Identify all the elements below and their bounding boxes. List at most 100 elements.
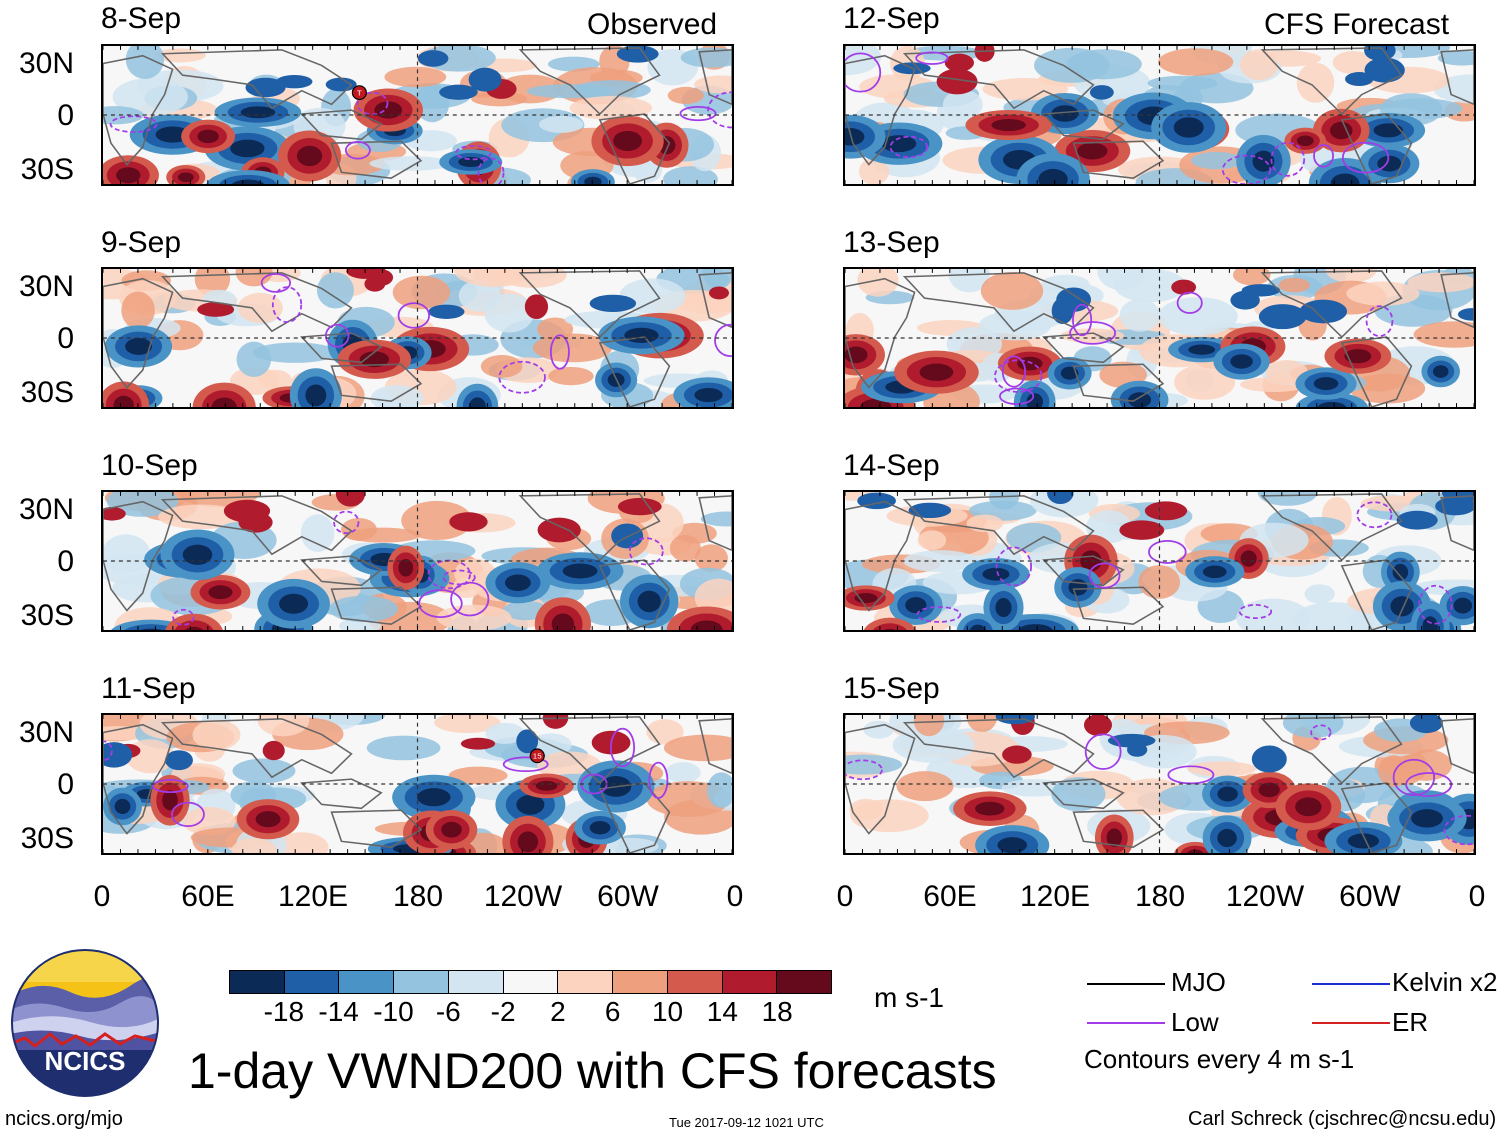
colorbar-swatch [284, 971, 340, 993]
lon-label-180: 180 [392, 880, 444, 913]
coastline [698, 718, 732, 775]
colorbar-tick-label: 6 [604, 996, 621, 1027]
colorbar-units: m s-1 [874, 982, 944, 1013]
low-contour [1167, 765, 1215, 785]
contour-interval-note: Contours every 4 m s-1 [1084, 1044, 1355, 1074]
lat-label-30n: 30N [18, 493, 74, 526]
legend-line-low [1087, 1022, 1165, 1024]
lon-label-60w: 60W [597, 880, 659, 913]
colorbar-tick-label: 14 [706, 996, 738, 1027]
colorbar-swatch [613, 971, 668, 993]
low-contour [344, 141, 371, 160]
colorbar-swatch [777, 971, 832, 993]
coastline [1340, 782, 1413, 853]
low-contour [549, 334, 570, 370]
low-contour [1356, 501, 1393, 529]
lat-label-30s: 30S [20, 822, 74, 855]
coastline [103, 500, 174, 612]
panel-date-label: 11-Sep [101, 672, 196, 705]
lat-label-30s: 30S [20, 599, 74, 632]
svg-text:T: T [357, 89, 362, 98]
lon-label-0: 0 [836, 880, 854, 913]
coastline [1072, 363, 1165, 402]
coastline [598, 559, 671, 630]
colorbar-tick-label: -14 [318, 996, 359, 1027]
map-panel-forecast-13-sep [843, 267, 1476, 409]
low-contour [889, 135, 929, 159]
coastline [1260, 716, 1403, 785]
low-contour [609, 727, 636, 768]
svg-text:15: 15 [533, 752, 542, 761]
low-contour [356, 91, 389, 116]
panel-date-label: 12-Sep [843, 2, 940, 35]
coastline [300, 109, 383, 141]
coastline [902, 718, 1095, 779]
legend-label-er: ER [1392, 1007, 1429, 1037]
colorbar-tick-label: 18 [761, 996, 793, 1027]
lat-label-30n: 30N [18, 716, 74, 749]
low-contour [915, 51, 949, 65]
coastline [1260, 47, 1403, 116]
ncics-logo: NCICS [10, 948, 160, 1098]
wind-field-map [845, 715, 1474, 853]
coastline [698, 49, 732, 106]
coastline [103, 277, 174, 389]
footer-url[interactable]: ncics.org/mjo [5, 1108, 123, 1130]
lon-label-120w: 120W [483, 880, 563, 913]
colorbar-tick-label: -18 [263, 996, 305, 1027]
coastline [1440, 49, 1474, 106]
map-panel-observed-10-sep [101, 490, 734, 632]
low-contour [1418, 584, 1453, 625]
low-contour [1443, 814, 1474, 846]
lon-label-0-end: 0 [726, 880, 744, 913]
logo-text: NCICS [45, 1046, 126, 1076]
legend-label-low: Low [1171, 1007, 1219, 1037]
low-contour [707, 91, 732, 129]
low-contour [418, 589, 463, 618]
coastline [1072, 140, 1165, 179]
low-contour [679, 105, 717, 122]
coastline [518, 493, 661, 562]
coastline [1340, 336, 1413, 407]
lon-label-180: 180 [1134, 880, 1186, 913]
low-contour [1176, 291, 1203, 314]
colorbar-swatch [448, 971, 504, 993]
chart-title: 1-day VWND200 with CFS forecasts [188, 1043, 997, 1099]
coastline [845, 54, 916, 166]
panel-date-label: 13-Sep [843, 226, 940, 259]
coastline [160, 718, 353, 779]
coastline [1440, 495, 1474, 552]
legend-label-mjo: MJO [1171, 967, 1226, 997]
colorbar-swatch [230, 971, 285, 993]
colorbar-tick-label: -2 [490, 996, 516, 1027]
low-contour [1088, 562, 1121, 589]
lon-label-60w: 60W [1339, 880, 1401, 913]
wind-field-map [103, 269, 732, 407]
low-contour [1001, 355, 1027, 388]
lon-label-120w: 120W [1225, 880, 1305, 913]
colorbar-tick-label: 2 [550, 996, 566, 1027]
low-contour [151, 779, 189, 794]
coastline [103, 723, 174, 835]
colorbar-swatch [339, 971, 395, 993]
lat-label-30s: 30S [20, 153, 74, 186]
coastline [902, 495, 1095, 556]
coastline [598, 113, 671, 184]
colorbar-swatch [722, 971, 778, 993]
low-contour [1072, 303, 1093, 337]
coastline [300, 778, 383, 810]
coastline [902, 272, 1095, 333]
coastline [330, 140, 423, 179]
low-contour [450, 581, 490, 617]
wind-field-map [845, 269, 1474, 407]
low-contour [502, 756, 549, 773]
lon-label-120e: 120E [277, 880, 349, 913]
map-panel-observed-8-sep: T [101, 44, 734, 186]
coastline [698, 272, 732, 329]
low-contour [1270, 141, 1306, 177]
low-contour [648, 761, 669, 799]
coastline [160, 49, 353, 110]
colorbar-swatch [667, 971, 723, 993]
coastline [1042, 555, 1125, 587]
low-contour [260, 273, 292, 293]
